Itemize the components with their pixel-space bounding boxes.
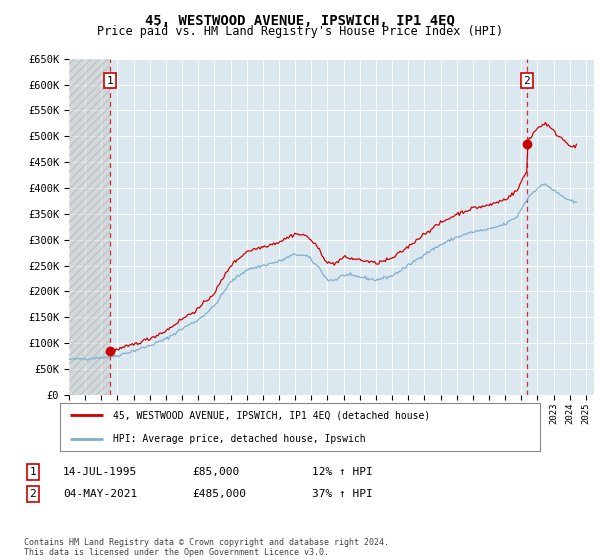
Text: 1: 1 <box>29 467 37 477</box>
Text: Price paid vs. HM Land Registry's House Price Index (HPI): Price paid vs. HM Land Registry's House … <box>97 25 503 38</box>
Text: 45, WESTWOOD AVENUE, IPSWICH, IP1 4EQ: 45, WESTWOOD AVENUE, IPSWICH, IP1 4EQ <box>145 14 455 28</box>
Text: 1: 1 <box>107 76 113 86</box>
Text: 2: 2 <box>523 76 530 86</box>
Bar <box>69 59 110 395</box>
Text: 45, WESTWOOD AVENUE, IPSWICH, IP1 4EQ (detached house): 45, WESTWOOD AVENUE, IPSWICH, IP1 4EQ (d… <box>113 410 430 420</box>
Text: £485,000: £485,000 <box>192 489 246 499</box>
Text: £85,000: £85,000 <box>192 467 239 477</box>
Text: 04-MAY-2021: 04-MAY-2021 <box>63 489 137 499</box>
Text: 14-JUL-1995: 14-JUL-1995 <box>63 467 137 477</box>
Text: 12% ↑ HPI: 12% ↑ HPI <box>312 467 373 477</box>
Text: Contains HM Land Registry data © Crown copyright and database right 2024.
This d: Contains HM Land Registry data © Crown c… <box>24 538 389 557</box>
Text: 37% ↑ HPI: 37% ↑ HPI <box>312 489 373 499</box>
Text: 2: 2 <box>29 489 37 499</box>
Text: HPI: Average price, detached house, Ipswich: HPI: Average price, detached house, Ipsw… <box>113 434 365 444</box>
